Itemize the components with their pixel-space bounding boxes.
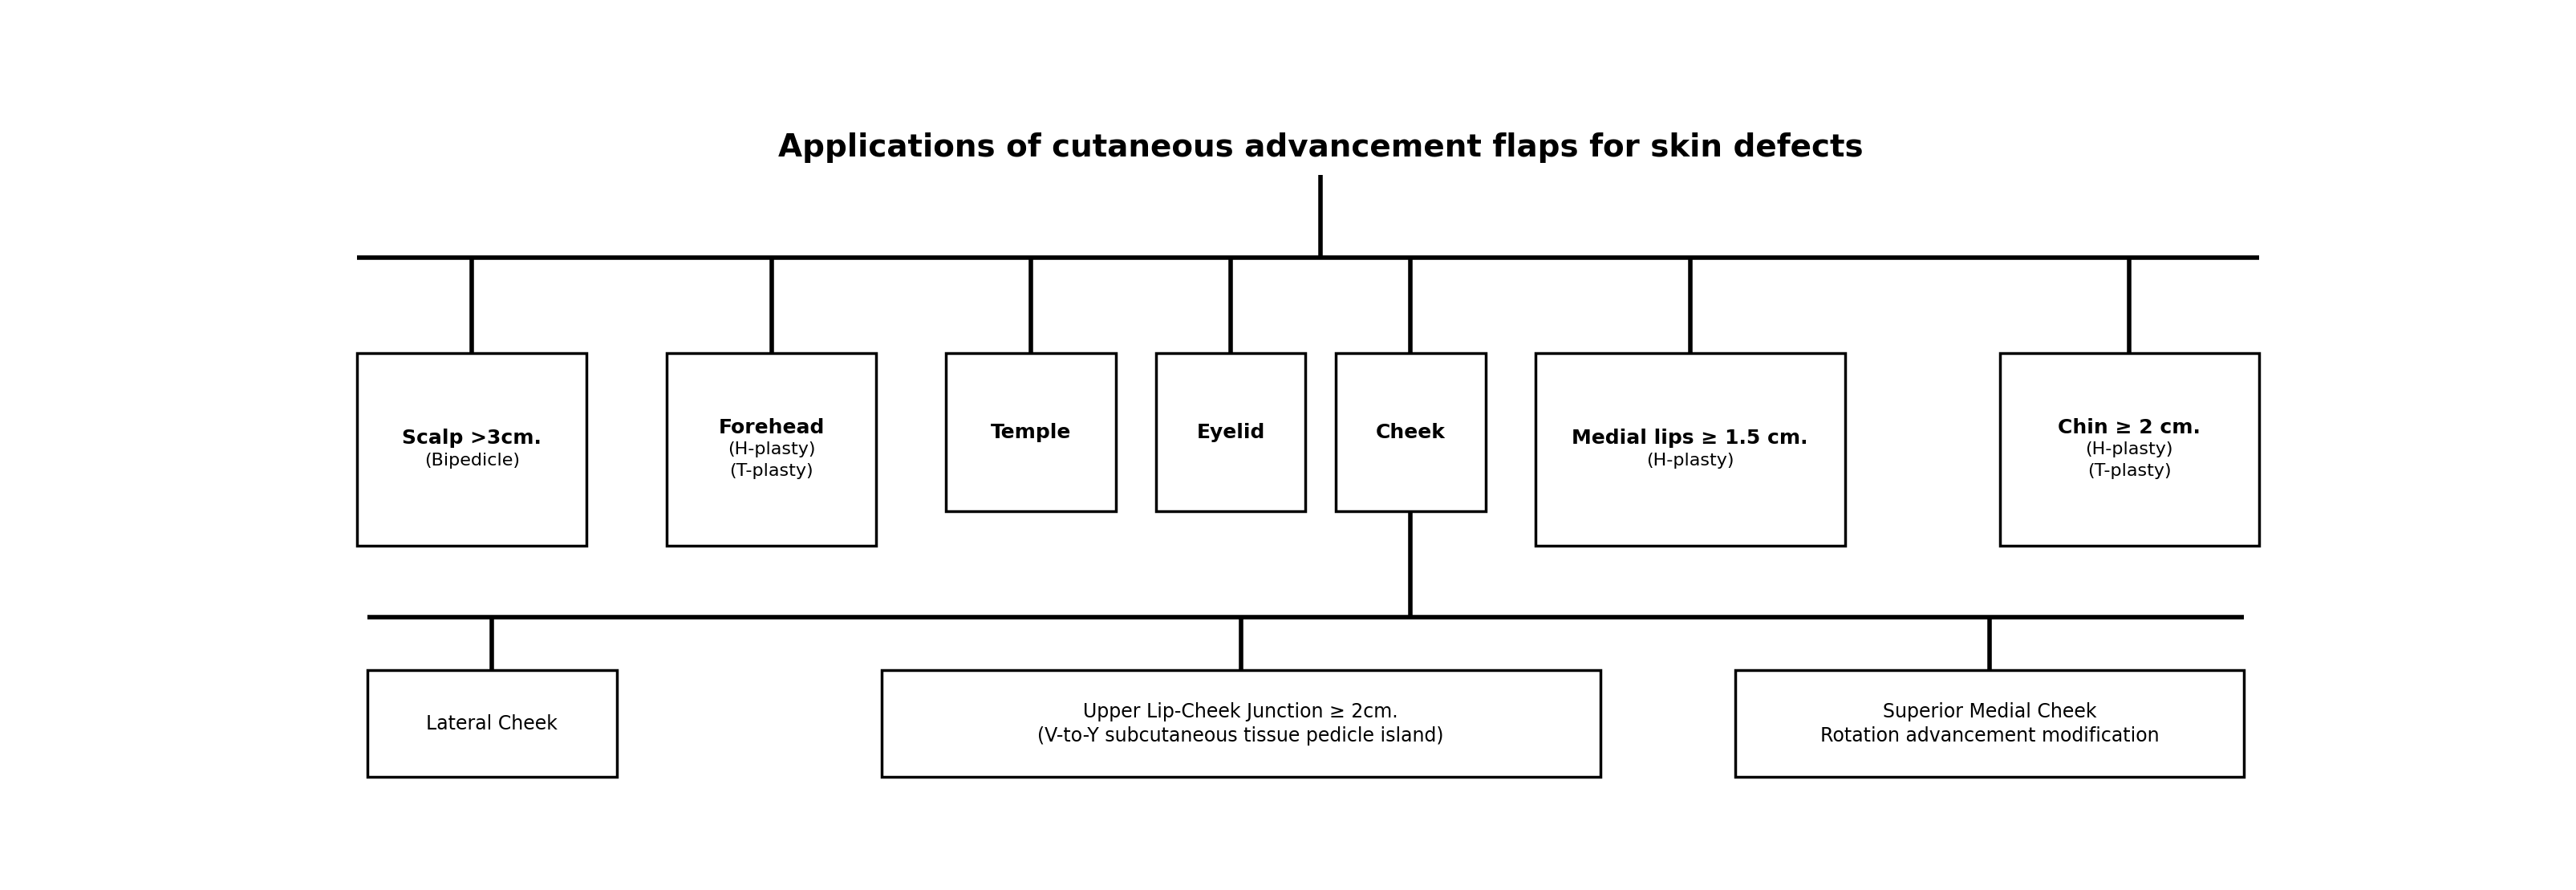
Text: Medial lips ≥ 1.5 cm.: Medial lips ≥ 1.5 cm.: [1571, 429, 1808, 449]
Text: Superior Medial Cheek: Superior Medial Cheek: [1883, 702, 2097, 721]
Text: Upper Lip-Cheek Junction ≥ 2cm.: Upper Lip-Cheek Junction ≥ 2cm.: [1082, 702, 1399, 721]
FancyBboxPatch shape: [366, 670, 616, 777]
FancyBboxPatch shape: [1999, 353, 2259, 546]
FancyBboxPatch shape: [1334, 353, 1484, 511]
Text: (T-plasty): (T-plasty): [2087, 464, 2172, 480]
Text: Chin ≥ 2 cm.: Chin ≥ 2 cm.: [2058, 418, 2200, 437]
Text: (Bipedicle): (Bipedicle): [425, 452, 520, 468]
Text: Forehead: Forehead: [719, 418, 824, 437]
FancyBboxPatch shape: [1157, 353, 1306, 511]
Text: (V-to-Y subcutaneous tissue pedicle island): (V-to-Y subcutaneous tissue pedicle isla…: [1038, 726, 1443, 745]
Text: Cheek: Cheek: [1376, 423, 1445, 442]
FancyBboxPatch shape: [1734, 670, 2244, 777]
Text: (H-plasty): (H-plasty): [1646, 452, 1734, 468]
Text: Temple: Temple: [989, 423, 1072, 442]
Text: (H-plasty): (H-plasty): [2084, 441, 2172, 457]
Text: (H-plasty): (H-plasty): [726, 441, 814, 457]
Text: (T-plasty): (T-plasty): [729, 464, 814, 480]
Text: Eyelid: Eyelid: [1195, 423, 1265, 442]
Text: Lateral Cheek: Lateral Cheek: [425, 714, 556, 733]
FancyBboxPatch shape: [945, 353, 1115, 511]
Text: Rotation advancement modification: Rotation advancement modification: [1819, 726, 2159, 745]
FancyBboxPatch shape: [881, 670, 1600, 777]
FancyBboxPatch shape: [667, 353, 876, 546]
FancyBboxPatch shape: [1535, 353, 1844, 546]
Text: Applications of cutaneous advancement flaps for skin defects: Applications of cutaneous advancement fl…: [778, 133, 1862, 163]
FancyBboxPatch shape: [358, 353, 587, 546]
Text: Scalp >3cm.: Scalp >3cm.: [402, 429, 541, 449]
